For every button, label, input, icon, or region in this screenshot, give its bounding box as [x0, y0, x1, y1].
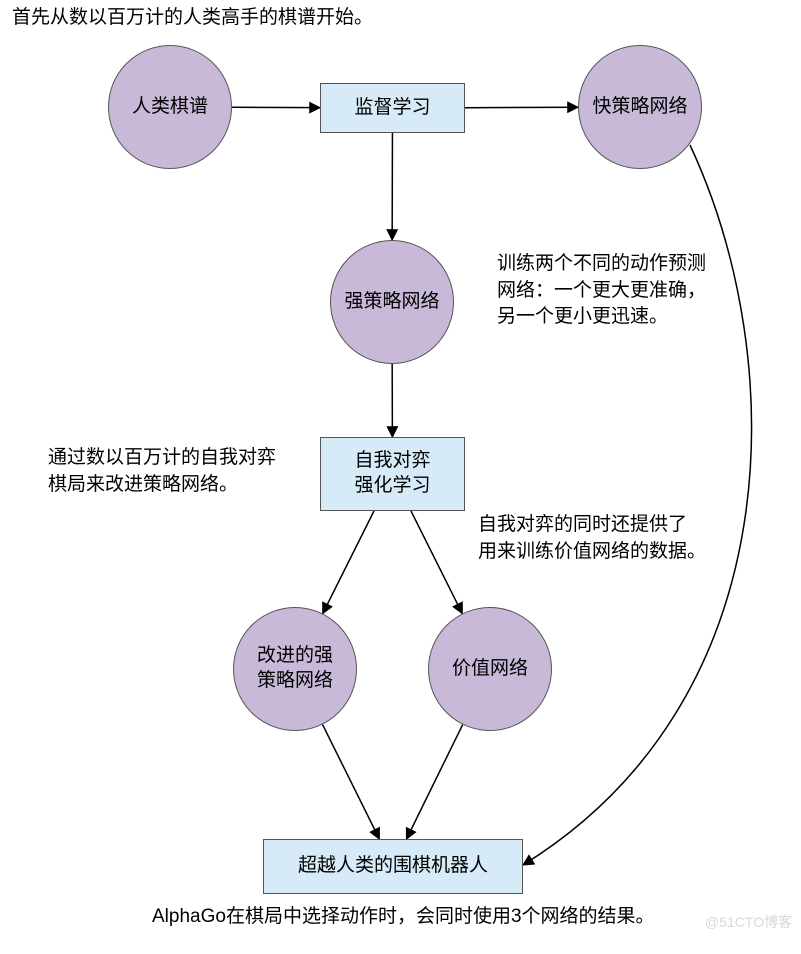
annotation-top: 首先从数以百万计的人类高手的棋谱开始。: [12, 5, 373, 32]
node-label: 改进的强 策略网络: [257, 644, 333, 693]
edge-selfplay-to-improved_policy: [323, 511, 374, 614]
edge-selfplay-to-value_net: [411, 511, 462, 614]
watermark-text: @51CTO博客: [705, 912, 792, 932]
node-improved_policy: 改进的强 策略网络: [233, 607, 357, 731]
node-superhuman: 超越人类的围棋机器人: [263, 839, 523, 894]
node-label: 自我对弈 强化学习: [354, 449, 430, 498]
annotation-right2: 自我对弈的同时还提供了 用来训练价值网络的数据。: [478, 512, 706, 565]
node-label: 快策略网络: [592, 95, 687, 120]
diagram-stage: @51CTO博客 人类棋谱 监督学习 快策略网络强策略网络自我对弈 强化学习改进的强…: [0, 0, 801, 954]
node-value_net: 价值网络: [428, 607, 552, 731]
node-label: 人类棋谱: [132, 95, 208, 120]
node-fast_policy: 快策略网络: [578, 45, 702, 169]
node-selfplay: 自我对弈 强化学习: [320, 437, 465, 511]
node-supervised: 监督学习: [320, 83, 465, 133]
annotation-bottom: AlphaGo在棋局中选择动作时，会同时使用3个网络的结果。: [152, 904, 655, 931]
node-label: 超越人类的围棋机器人: [298, 854, 488, 879]
node-human_records: 人类棋谱: [108, 45, 232, 169]
node-label: 强策略网络: [344, 290, 439, 315]
annotation-left1: 通过数以百万计的自我对弈 棋局来改进策略网络。: [48, 445, 276, 498]
edge-value_net-to-superhuman: [407, 725, 463, 839]
node-label: 监督学习: [354, 96, 430, 121]
node-label: 价值网络: [452, 657, 528, 682]
node-strong_policy: 强策略网络: [330, 240, 454, 364]
edge-improved_policy-to-superhuman: [323, 725, 380, 839]
annotation-right1: 训练两个不同的动作预测 网络：一个更大更准确， 另一个更小更迅速。: [497, 251, 706, 331]
